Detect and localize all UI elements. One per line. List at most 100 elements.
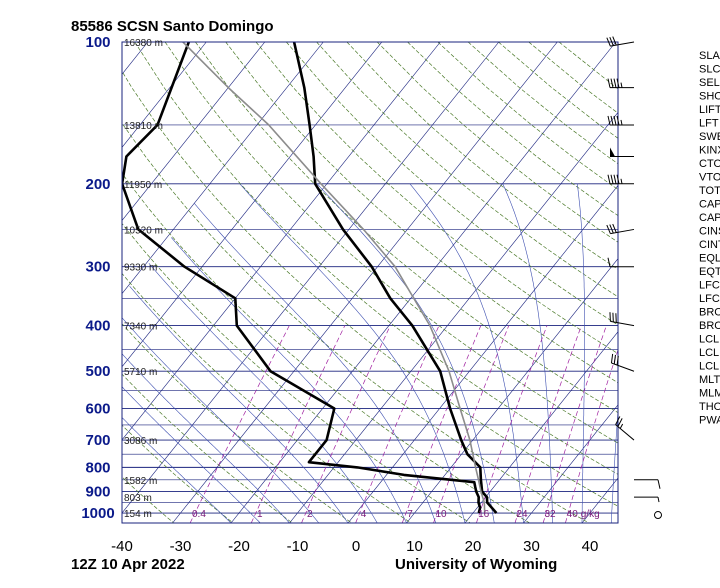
wind-barb-staff bbox=[611, 362, 635, 372]
moist-adiabat-line bbox=[239, 183, 466, 523]
stability-index-label: CAP bbox=[699, 212, 720, 224]
wind-barbs bbox=[606, 36, 662, 520]
wind-barb-flag bbox=[606, 37, 611, 47]
height-label: 1582 m bbox=[124, 476, 157, 487]
wind-barb-flag bbox=[613, 174, 617, 184]
height-label: 7340 m bbox=[124, 322, 157, 333]
wind-barb bbox=[607, 78, 634, 89]
wind-barb-flag bbox=[617, 418, 623, 427]
isotherm-line bbox=[122, 42, 383, 368]
moist-adiabat-line bbox=[122, 353, 290, 523]
wind-barb-flag bbox=[610, 115, 614, 126]
wind-barb bbox=[606, 223, 635, 235]
moist-adiabat-line bbox=[409, 183, 524, 523]
wind-barb bbox=[634, 496, 660, 503]
dry-adiabat-line bbox=[122, 122, 590, 523]
wind-barb-flag bbox=[613, 354, 616, 365]
temperature-profile-line bbox=[292, 42, 498, 514]
stability-index-label: MLM bbox=[699, 388, 720, 400]
axis-labels: 0.4 1 2 4 7 10 16 24 32 40 g/kg1002003004005006007… bbox=[81, 34, 599, 555]
isotherm-line bbox=[172, 42, 558, 523]
mixing-ratio-line bbox=[250, 325, 346, 523]
dry-adiabat-line bbox=[528, 42, 618, 114]
moist-adiabat-line bbox=[502, 183, 554, 523]
wind-barb-flag bbox=[616, 355, 619, 366]
wind-barb bbox=[607, 115, 634, 126]
mixing-ratio-label: 1 bbox=[257, 509, 263, 520]
wind-barb-flag bbox=[609, 36, 614, 46]
pressure-tick-label: 300 bbox=[85, 259, 110, 276]
pressure-tick-label: 700 bbox=[85, 432, 110, 449]
mixing-ratio-label: 2 bbox=[307, 509, 313, 520]
stability-index-label: LCL bbox=[699, 334, 719, 346]
dry-adiabat-line bbox=[255, 42, 618, 354]
height-label: 16380 m bbox=[124, 38, 163, 49]
wind-barb bbox=[615, 416, 635, 441]
moist-adiabat-line bbox=[148, 263, 378, 523]
isotherm-line bbox=[347, 185, 618, 523]
dry-adiabat-line bbox=[286, 42, 618, 326]
stability-index-label: LFT bbox=[699, 118, 719, 130]
dry-adiabat-line bbox=[0, 42, 115, 523]
mixing-ratio-label: g/kg bbox=[581, 509, 600, 520]
dry-adiabat-line bbox=[122, 424, 234, 523]
dry-adiabat-line bbox=[467, 42, 618, 165]
mixing-ratio-line bbox=[433, 325, 510, 523]
pressure-tick-label: 1000 bbox=[81, 505, 114, 522]
wind-barb-flag bbox=[609, 224, 614, 234]
wind-barb bbox=[607, 257, 634, 268]
mixing-ratio-label: 0.4 bbox=[192, 509, 206, 520]
isotherm-line bbox=[230, 42, 617, 523]
temperature-tick-label: -10 bbox=[287, 538, 309, 555]
stability-index-label: LCL bbox=[699, 361, 719, 373]
stability-index-label: CAP bbox=[699, 199, 720, 211]
wind-barb-flag bbox=[610, 78, 614, 88]
wind-barb-staff bbox=[610, 320, 635, 327]
stability-index-label: SLC bbox=[699, 64, 720, 76]
temperature-tick-label: 20 bbox=[465, 538, 482, 555]
mixing-ratio-line bbox=[514, 325, 582, 523]
dry-adiabat-line bbox=[437, 42, 618, 190]
temperature-tick-label: -40 bbox=[111, 538, 133, 555]
dewpoint-profile-line bbox=[122, 42, 482, 514]
pressure-tick-label: 500 bbox=[85, 363, 110, 380]
stability-index-label: LFC bbox=[699, 280, 720, 292]
wind-barb-half-flag bbox=[619, 423, 624, 429]
mixing-ratio-line bbox=[542, 325, 607, 523]
stability-index-label: SLA bbox=[699, 50, 720, 62]
isotherm-line bbox=[289, 111, 618, 523]
data-source: University of Wyoming bbox=[395, 556, 557, 573]
stability-index-label: LCL bbox=[699, 347, 719, 359]
wind-barb-staff bbox=[610, 228, 635, 235]
mixing-ratio-label: 4 bbox=[361, 509, 367, 520]
wind-barb-flag bbox=[607, 257, 611, 267]
stability-index-label: MLT bbox=[699, 374, 720, 386]
mixing-ratio-label: 7 bbox=[407, 509, 413, 520]
moist-adiabat-line bbox=[610, 406, 618, 523]
isotherm-line bbox=[122, 42, 441, 441]
moist-adiabat-line bbox=[122, 317, 320, 523]
moist-adiabat-line bbox=[129, 286, 349, 523]
isotherm-line bbox=[523, 404, 618, 523]
wind-barb-pennant bbox=[610, 147, 615, 157]
dry-adiabat-line bbox=[195, 42, 618, 414]
stability-index-label: EQL bbox=[699, 253, 720, 265]
mixing-ratio-line bbox=[401, 325, 482, 523]
sounding-curves bbox=[122, 42, 498, 514]
height-label: 13810 m bbox=[124, 121, 163, 132]
wind-barb-staff bbox=[615, 424, 635, 441]
dry-adiabat-line bbox=[122, 172, 530, 523]
temperature-tick-label: -20 bbox=[228, 538, 250, 555]
wind-barb-flag bbox=[612, 36, 617, 46]
parcel-profile-line bbox=[182, 42, 486, 514]
temperature-tick-label: 0 bbox=[352, 538, 360, 555]
moist-adiabat-line bbox=[122, 417, 232, 523]
dry-adiabat-line bbox=[122, 222, 471, 523]
wind-barb bbox=[609, 312, 635, 327]
thermodynamic-grid bbox=[0, 42, 618, 523]
stability-index-label: EQT bbox=[699, 266, 720, 278]
wind-barb-flag bbox=[616, 115, 620, 126]
wind-barb-flag bbox=[616, 78, 620, 88]
